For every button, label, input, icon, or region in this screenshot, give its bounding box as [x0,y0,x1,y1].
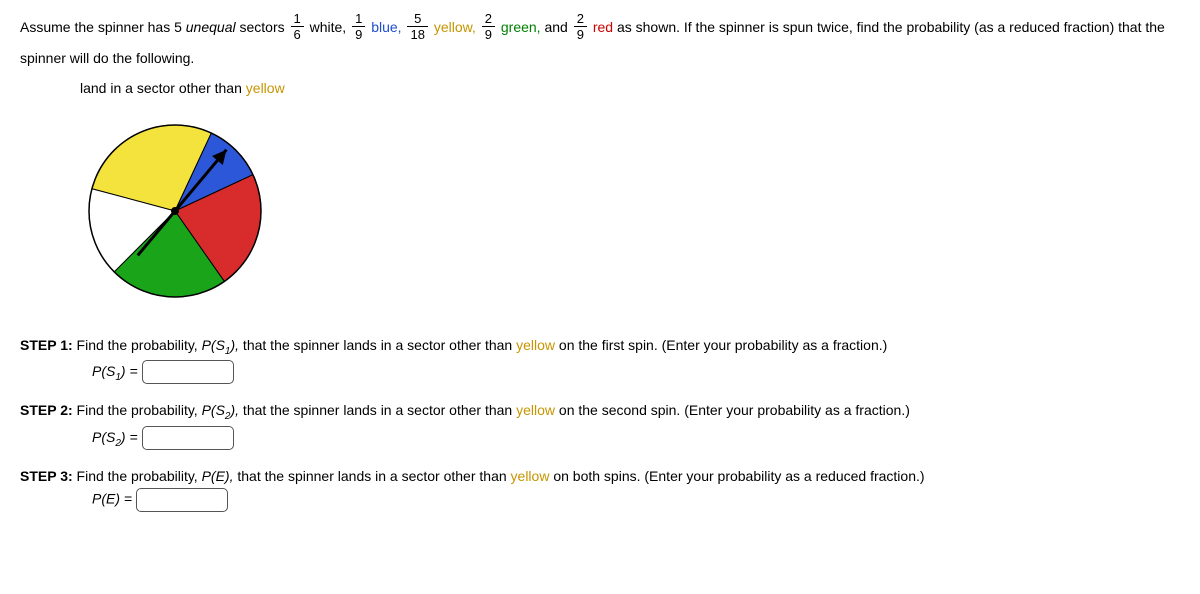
white-fraction: 16 [291,12,304,41]
and-space: and [544,19,571,35]
red-fraction: 29 [574,12,587,41]
sub-task-pre: land in a sector other than [80,80,246,96]
spinner-hub [171,207,179,215]
step-2-answer-label: P(S2) = [92,429,142,445]
yellow-fraction: 518 [407,12,427,41]
step-1-label: STEP 1: [20,337,73,353]
step-1: STEP 1: Find the probability, P(S1), tha… [20,337,1180,385]
white-label: white, [306,19,350,35]
step-2: STEP 2: Find the probability, P(S2), tha… [20,402,1180,450]
step-3: STEP 3: Find the probability, P(E), that… [20,468,1180,512]
step-3-answer-label: P(E) = [92,491,136,507]
step-3-text: Find the probability, P(E), that the spi… [73,468,925,484]
step-2-answer-input[interactable] [142,426,234,450]
step-1-answer-input[interactable] [142,360,234,384]
unequal-word: unequal [186,19,236,35]
step-3-answer-input[interactable] [136,488,228,512]
step-1-text: Find the probability, P(S1), that the sp… [73,337,888,353]
problem-intro: Assume the spinner has 5 unequal sectors… [20,12,1180,74]
step-2-label: STEP 2: [20,402,73,418]
blue-fraction: 19 [352,12,365,41]
intro-lead: Assume the spinner has 5 [20,19,186,35]
green-fraction: 29 [482,12,495,41]
yellow-label: yellow, [430,19,480,35]
spinner-svg [80,116,270,306]
red-label: red [589,19,617,35]
step-3-label: STEP 3: [20,468,73,484]
spinner-figure [80,116,1180,309]
step-2-text: Find the probability, P(S2), that the sp… [73,402,910,418]
step-1-answer-label: P(S1) = [92,363,142,379]
sub-task-yellow: yellow [246,80,285,96]
sub-task: land in a sector other than yellow [80,80,1180,96]
blue-label: blue, [367,19,405,35]
sectors-space: sectors [236,19,289,35]
green-label: green, [497,19,544,35]
